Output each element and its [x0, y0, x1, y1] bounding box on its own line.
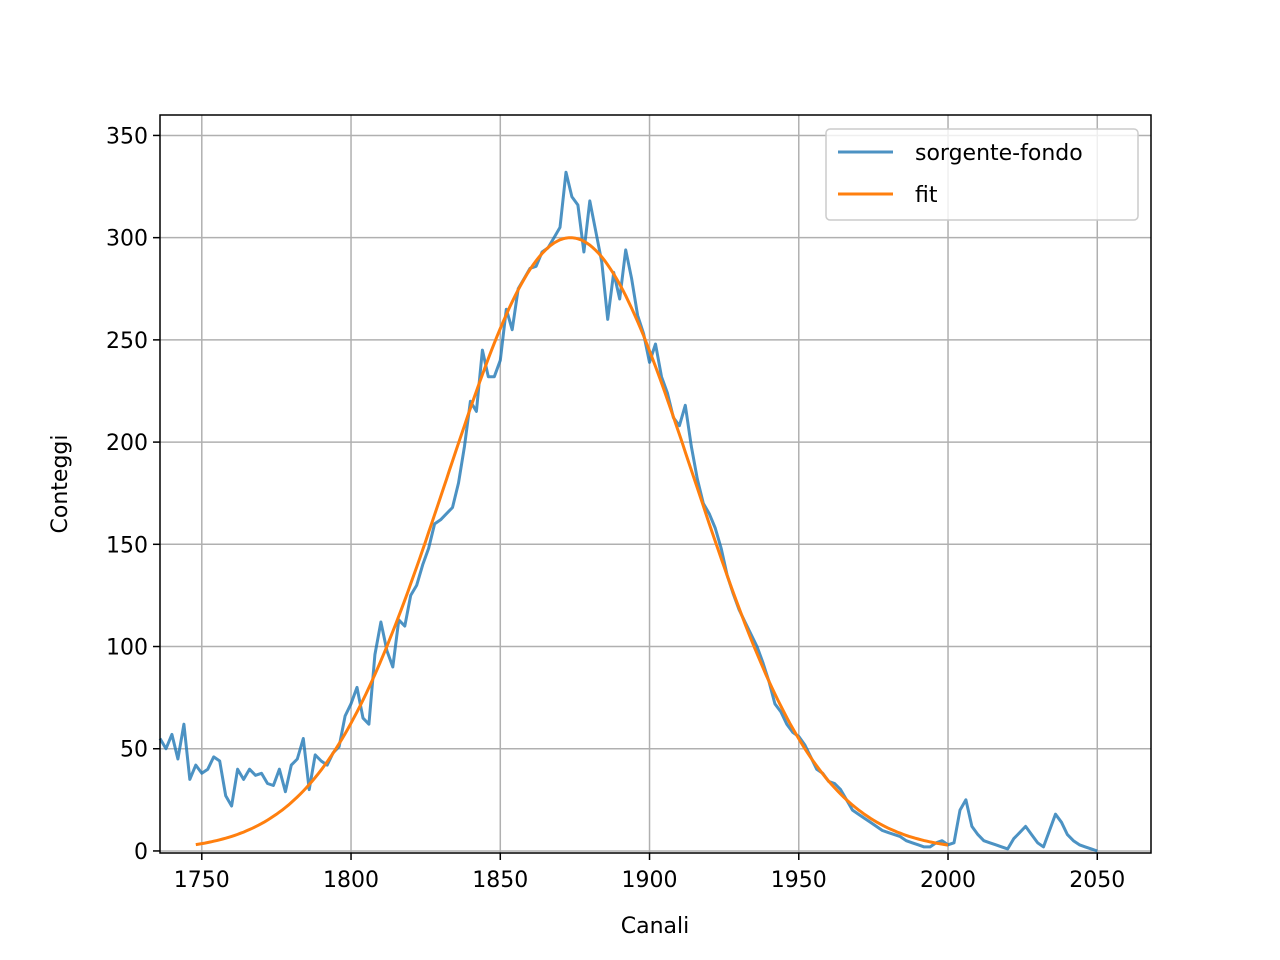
y-tick-label-300: 300: [106, 227, 148, 252]
x-axis-label: Canali: [621, 914, 690, 939]
grid: [160, 115, 1151, 853]
series-layer: [158, 170, 1098, 853]
y-axis-label: Conteggi: [48, 435, 73, 534]
legend-label-sorgente-fondo: sorgente-fondo: [915, 141, 1083, 166]
x-tick-label-1950: 1950: [771, 868, 827, 893]
x-axis: 1750 1800 1850 1900 1950 2000 2050: [174, 853, 1125, 893]
y-tick-label-250: 250: [106, 329, 148, 354]
y-tick-label-50: 50: [120, 738, 148, 763]
y-tick-label-0: 0: [134, 840, 148, 865]
y-tick-label-200: 200: [106, 431, 148, 456]
x-tick-label-1750: 1750: [174, 868, 230, 893]
legend-label-fit: fit: [915, 183, 938, 208]
x-tick-label-1850: 1850: [472, 868, 528, 893]
plot-area: [160, 115, 1151, 853]
x-tick-label-2000: 2000: [920, 868, 976, 893]
legend-box: [825, 128, 1139, 221]
y-axis: 0 50 100 150 200 250 300 350: [106, 124, 160, 865]
y-tick-label-350: 350: [106, 124, 148, 149]
series-line-sorgente-fondo: [158, 170, 1098, 853]
series-line-fit: [195, 236, 949, 847]
plot-frame: [159, 114, 1152, 854]
x-tick-label-2050: 2050: [1069, 868, 1125, 893]
x-tick-label-1900: 1900: [622, 868, 678, 893]
x-tick-label-1800: 1800: [323, 868, 379, 893]
legend: sorgente-fondo fit: [825, 128, 1139, 221]
y-tick-label-100: 100: [106, 636, 148, 661]
y-tick-label-150: 150: [106, 533, 148, 558]
